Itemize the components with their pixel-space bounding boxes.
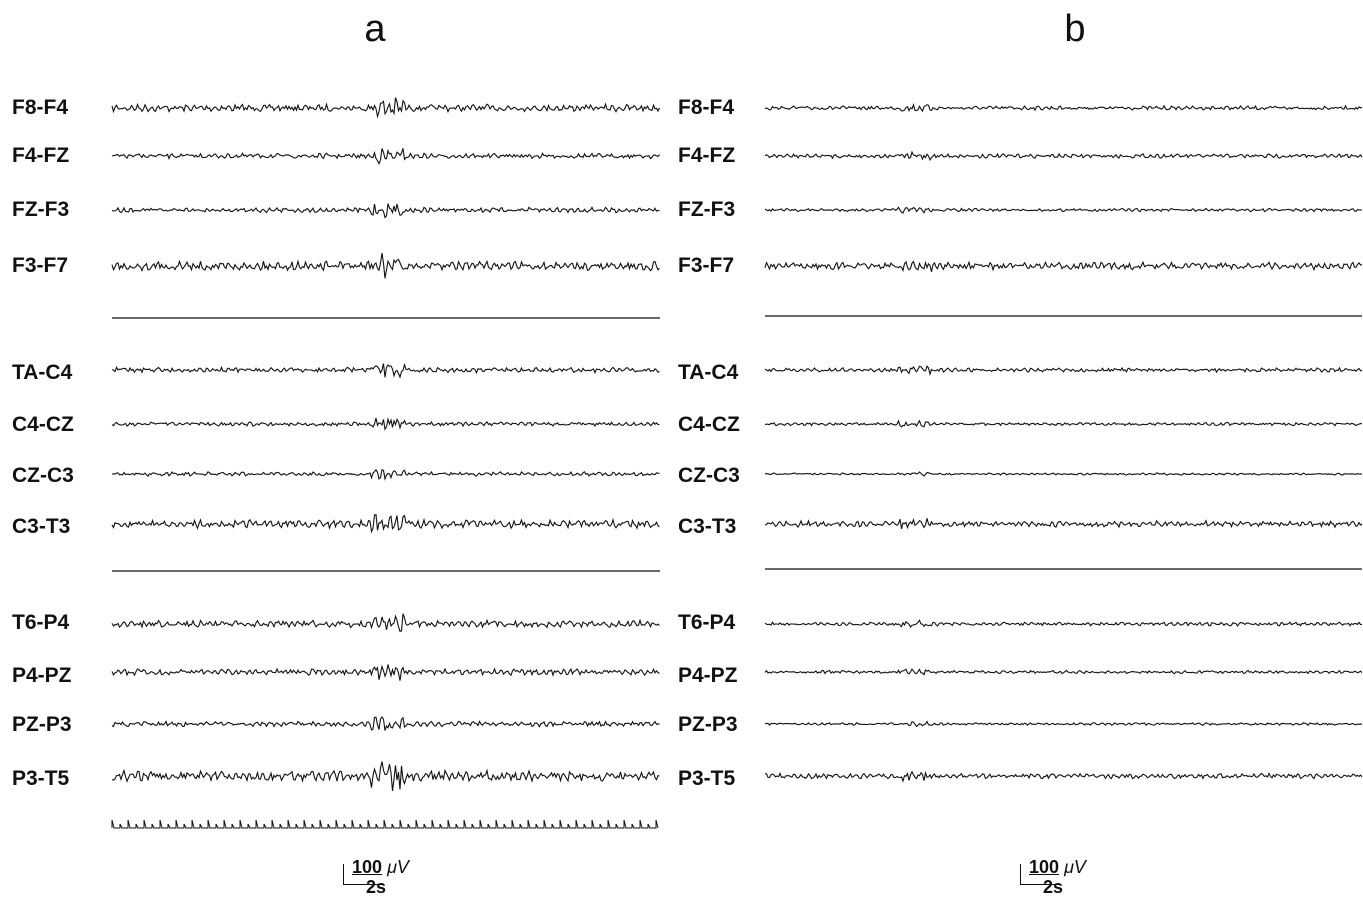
scale-a-time: 2s bbox=[366, 877, 387, 897]
channel-label-b-c3-t3: C3-T3 bbox=[678, 515, 737, 538]
trace-b-8 bbox=[764, 517, 1363, 530]
channel-label-b-ta-c4: TA-C4 bbox=[678, 361, 739, 384]
channel-label-b-t6-p4: T6-P4 bbox=[678, 611, 736, 634]
trace-b-12 bbox=[764, 770, 1363, 783]
channel-label-b-f3-f7: F3-F7 bbox=[678, 254, 735, 277]
channel-label-a-f8-f4: F8-F4 bbox=[12, 96, 69, 119]
scale-bar-b bbox=[1020, 864, 1061, 885]
channel-label-b-c4-cz: C4-CZ bbox=[678, 413, 740, 436]
scale-b-voltage: 100 bbox=[1029, 857, 1060, 877]
trace-a-8 bbox=[111, 513, 660, 534]
timing-marker-row bbox=[111, 819, 659, 829]
trace-a-7 bbox=[111, 468, 660, 481]
trace-a-2 bbox=[111, 148, 660, 166]
trace-a-1 bbox=[111, 97, 660, 119]
trace-b-4 bbox=[764, 260, 1363, 273]
trace-a-12 bbox=[111, 761, 660, 791]
channel-label-a-cz-c3: CZ-C3 bbox=[12, 464, 74, 487]
trace-b-3 bbox=[764, 206, 1363, 214]
channel-label-a-pz-p3: PZ-P3 bbox=[12, 713, 72, 736]
channel-label-a-ta-c4: TA-C4 bbox=[12, 361, 73, 384]
channel-label-b-p3-t5: P3-T5 bbox=[678, 767, 736, 790]
channel-label-a-c3-t3: C3-T3 bbox=[12, 515, 71, 538]
trace-a-4 bbox=[111, 253, 660, 279]
trace-a-11 bbox=[111, 716, 660, 731]
scale-a-unit: μV bbox=[387, 857, 409, 877]
panel-b-title: b bbox=[1064, 8, 1086, 50]
channel-label-b-fz-f3: FZ-F3 bbox=[678, 198, 736, 221]
scale-a-voltage: 100 bbox=[352, 857, 383, 877]
trace-b-1 bbox=[764, 102, 1363, 113]
channel-label-a-t6-p4: T6-P4 bbox=[12, 611, 70, 634]
trace-b-9 bbox=[764, 619, 1362, 629]
channel-label-b-p4-pz: P4-PZ bbox=[678, 664, 738, 687]
channel-label-a-f4-fz: F4-FZ bbox=[12, 144, 70, 167]
channel-label-b-f4-fz: F4-FZ bbox=[678, 144, 736, 167]
trace-a-3 bbox=[111, 203, 660, 219]
trace-b-2 bbox=[764, 150, 1363, 162]
trace-a-5 bbox=[111, 362, 660, 379]
scale-label-a: 100 μV 2s bbox=[352, 857, 409, 897]
trace-a-10 bbox=[111, 664, 660, 681]
channel-label-a-fz-f3: FZ-F3 bbox=[12, 198, 70, 221]
trace-b-6 bbox=[764, 419, 1363, 428]
channel-label-b-cz-c3: CZ-C3 bbox=[678, 464, 740, 487]
trace-a-9 bbox=[111, 613, 660, 632]
channel-label-a-f3-f7: F3-F7 bbox=[12, 254, 69, 277]
channel-label-b-f8-f4: F8-F4 bbox=[678, 96, 735, 119]
trace-b-11 bbox=[764, 720, 1363, 728]
panel-a-title: a bbox=[364, 8, 386, 50]
trace-b-10 bbox=[764, 668, 1363, 676]
scale-b-time: 2s bbox=[1043, 877, 1064, 897]
scale-label-b: 100 μV 2s bbox=[1029, 857, 1086, 897]
trace-b-7 bbox=[764, 471, 1363, 477]
trace-b-5 bbox=[764, 365, 1362, 377]
channel-label-b-pz-p3: PZ-P3 bbox=[678, 713, 738, 736]
channel-label-a-p3-t5: P3-T5 bbox=[12, 767, 70, 790]
channel-label-a-c4-cz: C4-CZ bbox=[12, 413, 74, 436]
scale-b-unit: μV bbox=[1064, 857, 1086, 877]
scale-bar-a bbox=[343, 864, 384, 885]
channel-label-a-p4-pz: P4-PZ bbox=[12, 664, 72, 687]
trace-a-6 bbox=[111, 417, 660, 431]
